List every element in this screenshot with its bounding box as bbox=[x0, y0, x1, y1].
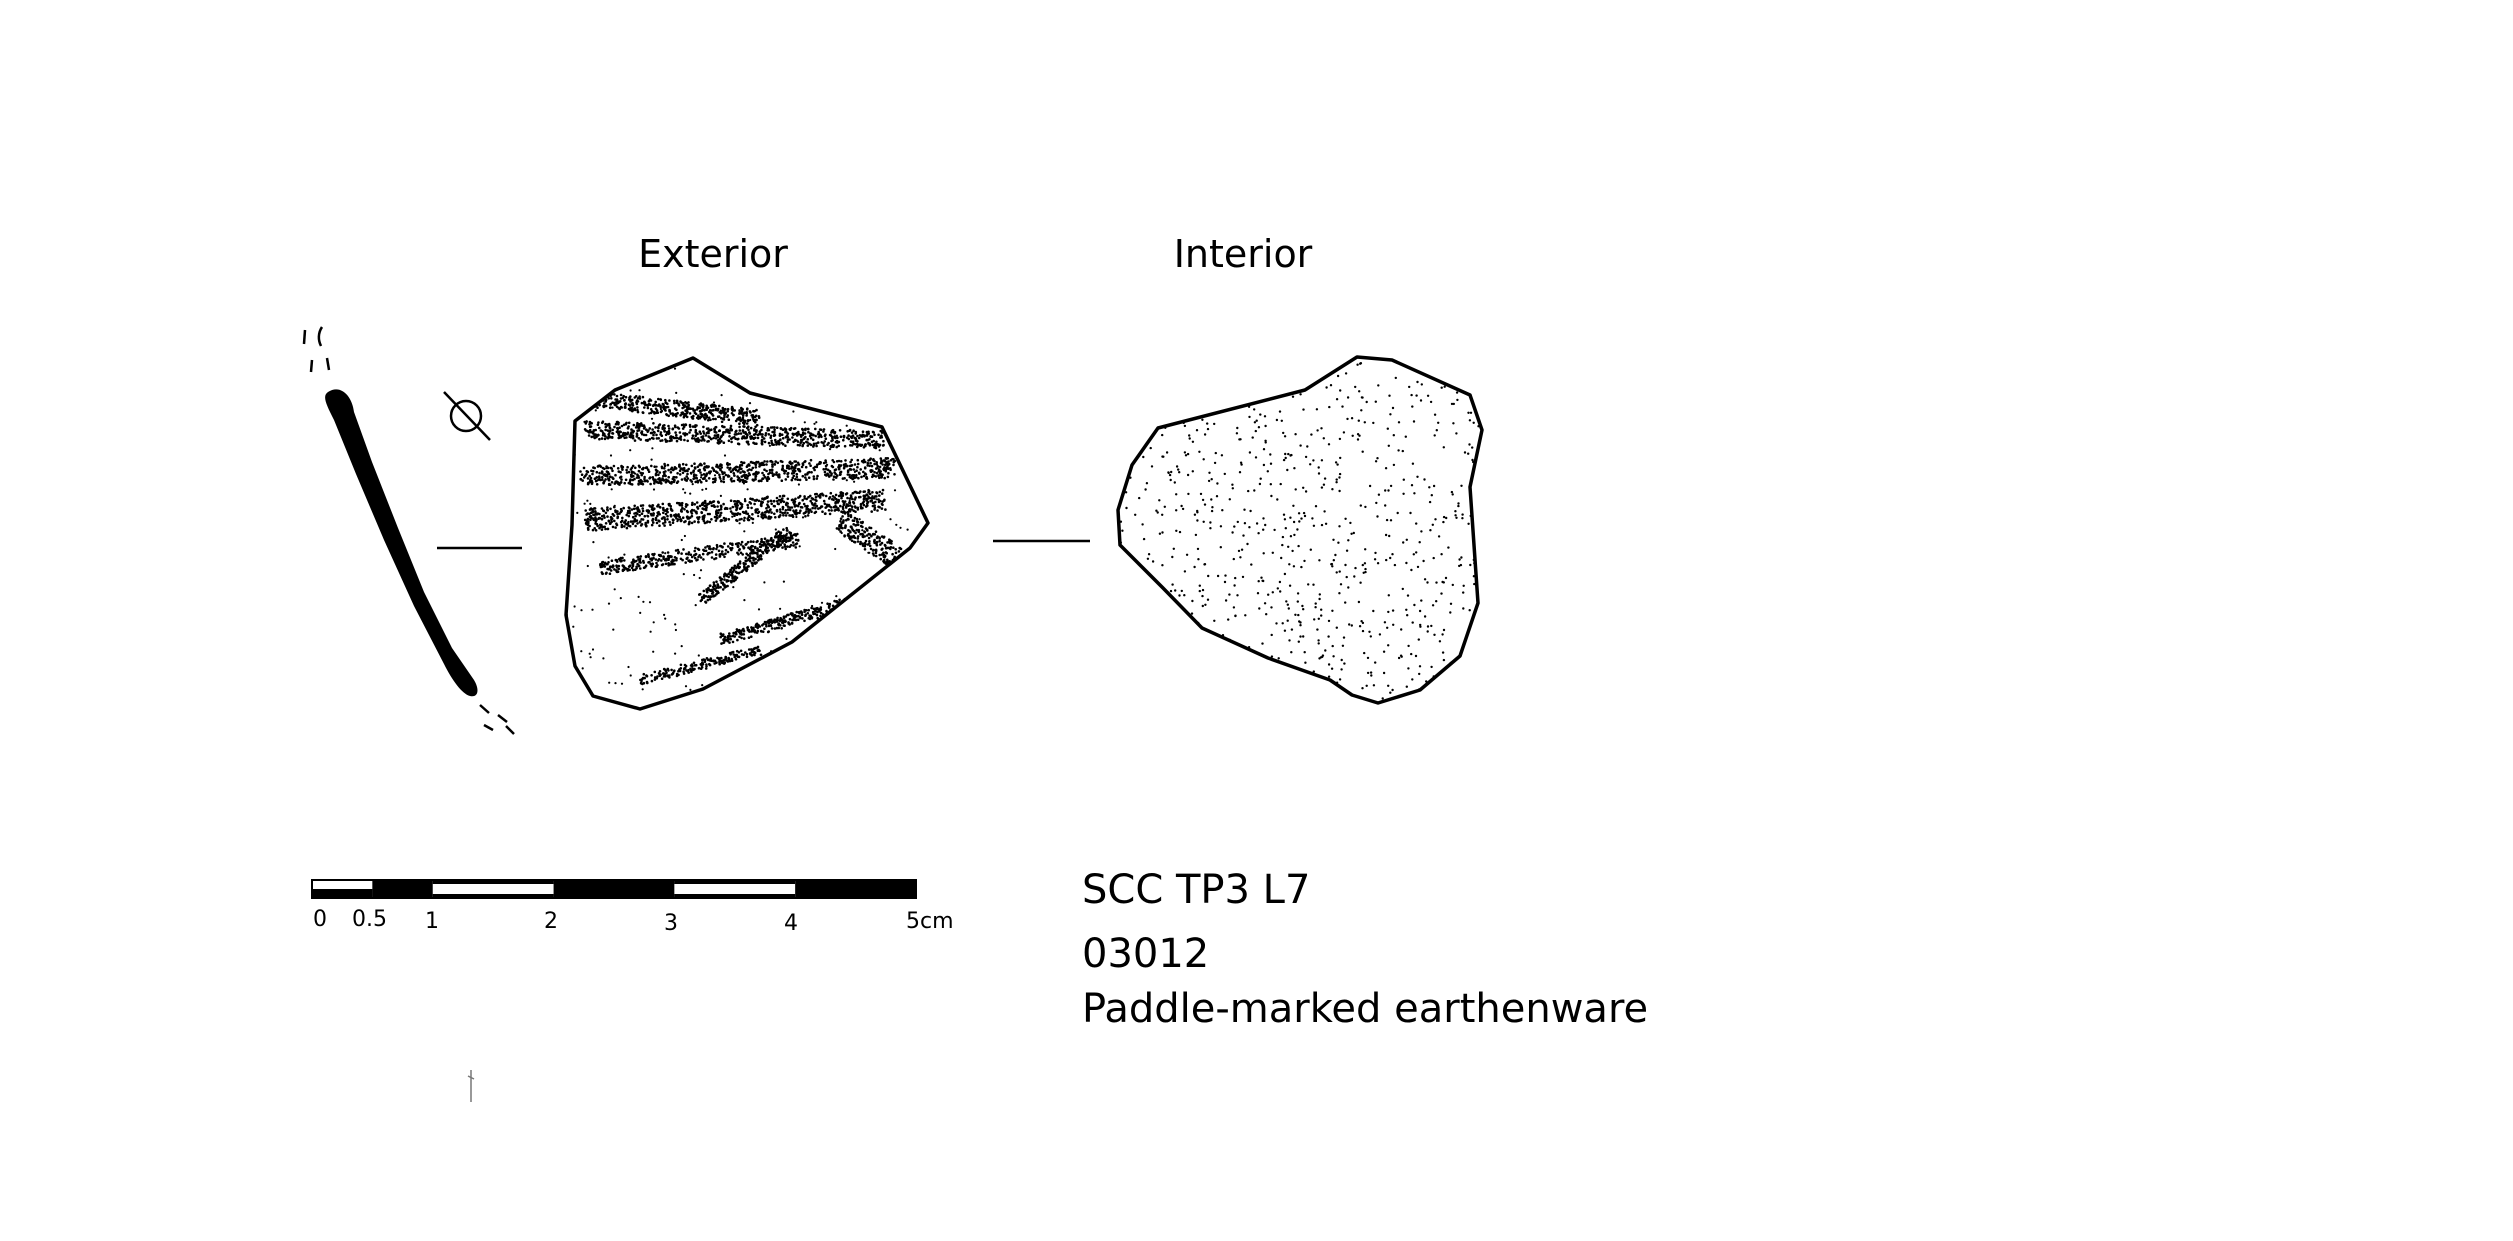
exterior-view bbox=[564, 356, 930, 711]
scale-tick-0: 0 bbox=[313, 907, 327, 932]
scale-bar: 0 0.5 1 2 3 4 5cm bbox=[311, 879, 954, 936]
scale-tick-2: 2 bbox=[544, 909, 558, 934]
sherd-profile bbox=[302, 326, 515, 735]
scale-segment-2 bbox=[432, 884, 554, 894]
scale-segment-3 bbox=[553, 880, 675, 898]
interior-label: Interior bbox=[1174, 232, 1313, 276]
exterior-outline bbox=[564, 356, 930, 711]
catalogue-block: SCC TP3 L7 03012 Paddle-marked earthenwa… bbox=[1082, 867, 1648, 1032]
scale-segment-0-half bbox=[312, 880, 373, 889]
scale-bar-frame bbox=[311, 879, 917, 899]
scale-tick-1: 1 bbox=[425, 909, 439, 934]
profile-section bbox=[325, 389, 478, 697]
profile-continuation-bottom bbox=[479, 704, 515, 735]
diameter-symbol bbox=[443, 391, 491, 441]
exterior-label: Exterior bbox=[638, 232, 788, 276]
scale-segment-1 bbox=[372, 880, 433, 898]
scale-bar-segments bbox=[312, 880, 916, 898]
scale-tick-3: 3 bbox=[664, 911, 678, 936]
scale-segment-5 bbox=[795, 880, 916, 898]
scale-bar-ticks: 0 0.5 1 2 3 4 5cm bbox=[313, 907, 954, 936]
interior-outline bbox=[1116, 355, 1484, 705]
exterior-paddle-stipple bbox=[566, 358, 928, 709]
scale-tick-0-5: 0.5 bbox=[352, 907, 387, 932]
scale-tick-4: 4 bbox=[784, 911, 798, 936]
interior-view bbox=[1116, 355, 1484, 705]
interior-stipple bbox=[1118, 357, 1482, 703]
scale-tick-5cm: 5cm bbox=[906, 909, 954, 934]
object-number: 03012 bbox=[1082, 931, 1209, 977]
scale-segment-4 bbox=[674, 884, 796, 894]
profile-continuation-top bbox=[302, 326, 331, 373]
stray-mark bbox=[467, 1070, 475, 1102]
object-description: Paddle-marked earthenware bbox=[1082, 986, 1648, 1032]
site-context: SCC TP3 L7 bbox=[1082, 867, 1310, 913]
